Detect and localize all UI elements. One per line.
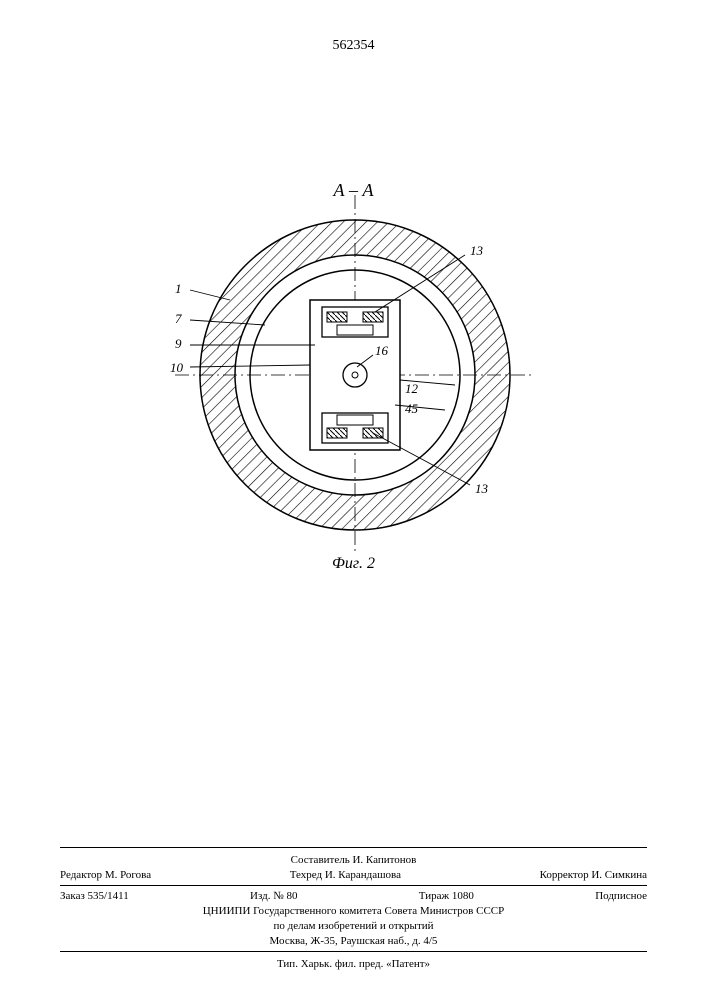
editor-name: М. Рогова	[105, 869, 151, 881]
printer-line: Тип. Харьк. фил. пред. «Патент»	[60, 958, 647, 970]
org-line-2: по делам изобретений и открытий	[60, 920, 647, 932]
org-line-1: ЦНИИПИ Государственного комитета Совета …	[60, 905, 647, 917]
corrector-label: Корректор	[540, 869, 589, 881]
org-line-3: Москва, Ж-35, Раушская наб., д. 4/5	[60, 935, 647, 947]
techred: Техред И. Карандашова	[290, 869, 401, 881]
editor-label: Редактор	[60, 869, 102, 881]
editor: Редактор М. Рогова	[60, 869, 151, 881]
label-12: 12	[405, 381, 419, 396]
order: Заказ 535/1411	[60, 890, 129, 902]
edition: Изд. № 80	[250, 890, 297, 902]
label-16: 16	[375, 343, 389, 358]
tirage: Тираж 1080	[419, 890, 474, 902]
compiler-line: Составитель И. Капитонов	[60, 854, 647, 866]
print-row: Заказ 535/1411 Изд. № 80 Тираж 1080 Подп…	[60, 890, 647, 902]
label-7: 7	[175, 311, 182, 326]
label-10: 10	[170, 360, 184, 375]
credits-row: Редактор М. Рогова Техред И. Карандашова…	[60, 869, 647, 881]
compiler-label: Составитель	[291, 854, 350, 866]
patent-page: 562354 А – А	[0, 0, 707, 1000]
techred-label: Техред	[290, 869, 322, 881]
label-9: 9	[175, 336, 182, 351]
label-1: 1	[175, 281, 182, 296]
corrector-name: И. Симкина	[591, 869, 647, 881]
subscription: Подписное	[595, 890, 647, 902]
label-45: 45	[405, 401, 419, 416]
footer-block: Составитель И. Капитонов Редактор М. Рог…	[60, 847, 647, 970]
compiler-name: И. Капитонов	[352, 854, 416, 866]
label-13-bottom: 13	[475, 481, 489, 496]
label-13-top: 13	[470, 243, 484, 258]
corrector: Корректор И. Симкина	[540, 869, 647, 881]
figure-diagram: 13 13 1 7 9 10 16 12 45	[155, 195, 555, 565]
techred-name: И. Карандашова	[325, 869, 401, 881]
patent-number: 562354	[0, 38, 707, 54]
figure-caption: Фиг. 2	[0, 555, 707, 573]
top-bracket	[322, 307, 388, 337]
bottom-bracket	[322, 413, 388, 443]
